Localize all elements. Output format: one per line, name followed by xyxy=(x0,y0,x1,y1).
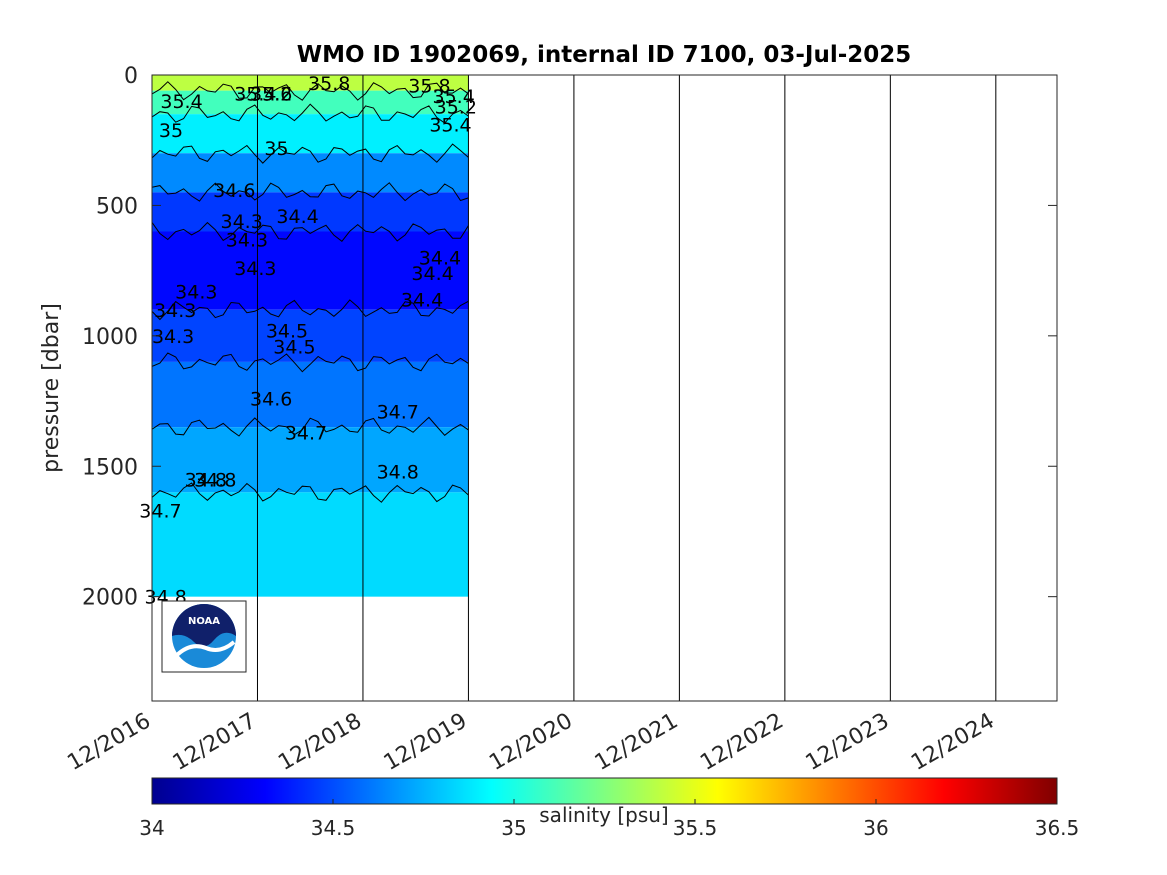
contour-label: 35.8 xyxy=(308,73,350,95)
contour-label: 34.7 xyxy=(139,501,181,523)
colorbar-tick-label: 34 xyxy=(139,816,164,840)
noaa-logo-upper xyxy=(172,604,236,647)
contour-line-2 xyxy=(152,103,469,124)
y-axis: 0 500 1000 1500 2000 xyxy=(82,64,1057,611)
x-axis: 12/2016 12/2017 12/2018 12/2019 12/2020 12/20… xyxy=(63,709,998,776)
contour-label: 34.5 xyxy=(273,336,315,358)
contour-label: 34.3 xyxy=(154,300,196,322)
year-gridlines xyxy=(151,75,997,701)
colorbar xyxy=(151,777,1058,805)
y-tick-label: 2000 xyxy=(82,586,138,611)
colorbar-tick-label: 34.5 xyxy=(311,816,356,840)
salinity-field xyxy=(152,75,469,597)
contour-line-6 xyxy=(152,299,469,321)
contour-label: 34.7 xyxy=(285,422,327,444)
x-tick-label: 12/2017 xyxy=(169,709,261,776)
contour-label: 34.4 xyxy=(401,289,443,311)
plot-frame xyxy=(151,74,1058,702)
contour-label: 35.6 xyxy=(250,83,292,105)
contour-label: 35.4 xyxy=(234,83,276,105)
contour-label: 34.4 xyxy=(276,206,318,228)
x-tick-label: 12/2022 xyxy=(696,709,788,776)
salinity-band-5 xyxy=(152,231,469,310)
x-tick-label: 12/2016 xyxy=(63,709,155,776)
noaa-logo-text: NOAA xyxy=(188,616,220,627)
contour-label: 34.4 xyxy=(411,263,453,285)
contour-label: 35.4 xyxy=(433,86,475,108)
y-tick-label: 0 xyxy=(124,64,138,89)
contour-label: 34.5 xyxy=(266,321,308,343)
salinity-band-1 xyxy=(152,90,469,115)
contour-line-7 xyxy=(152,352,469,373)
contour-label: 35 xyxy=(264,138,288,160)
salinity-band-8 xyxy=(152,427,469,493)
noaa-logo: NOAA xyxy=(161,600,247,673)
contour-label: 34.6 xyxy=(213,180,255,202)
contour-line-9 xyxy=(152,482,469,503)
contour-labels: 34.334.334.334.334.334.334.434.434.434.4… xyxy=(139,73,477,609)
y-tick-label: 1500 xyxy=(82,455,138,480)
contour-label: 34.3 xyxy=(234,258,276,280)
contour-label: 35.4 xyxy=(160,91,202,113)
colorbar-label: salinity [psu] xyxy=(539,803,668,827)
x-tick-label: 12/2024 xyxy=(907,709,999,776)
salinity-band-6 xyxy=(152,309,469,362)
contour-label: 35.2 xyxy=(435,96,477,118)
colorbar-ticks: 34 34.5 35 35.5 36 36.5 xyxy=(139,799,1079,840)
contour-label: 34.6 xyxy=(250,388,292,410)
salinity-band-9 xyxy=(152,492,469,597)
salinity-band-2 xyxy=(152,114,469,154)
contour-label: 34.4 xyxy=(419,248,461,270)
chart-title: WMO ID 1902069, internal ID 7100, 03-Jul… xyxy=(297,42,912,68)
colorbar-tick-label: 35 xyxy=(501,816,526,840)
contour-line-8 xyxy=(152,416,469,437)
contour-label: 34.3 xyxy=(220,211,262,233)
colorbar-tick-label: 36.5 xyxy=(1035,816,1080,840)
contour-line-1 xyxy=(152,81,469,101)
x-tick-label: 12/2019 xyxy=(380,709,472,776)
y-axis-label: pressure [dbar] xyxy=(39,303,64,473)
x-tick-label: 12/2018 xyxy=(274,709,366,776)
colorbar-tick-label: 35.5 xyxy=(673,816,718,840)
contour-label: 34.8 xyxy=(185,469,227,491)
y-tick-label: 1000 xyxy=(82,325,138,350)
x-tick-label: 12/2023 xyxy=(802,709,894,776)
contour-line-3 xyxy=(152,143,469,164)
contour-label: 34.8 xyxy=(194,469,236,491)
contour-label: 35.8 xyxy=(408,75,450,97)
contour-line-5 xyxy=(152,221,469,242)
contour-label: 34.3 xyxy=(175,281,217,303)
contour-label: 35.2 xyxy=(250,83,292,105)
salinity-band-7 xyxy=(152,361,469,428)
contour-line-4 xyxy=(152,182,469,202)
contour-label: 34.3 xyxy=(152,326,194,348)
x-tick-label: 12/2020 xyxy=(485,709,577,776)
salinity-band-3 xyxy=(152,153,469,193)
y-tick-label: 500 xyxy=(96,194,138,219)
noaa-logo-bird xyxy=(174,640,236,658)
contour-label: 34.8 xyxy=(377,461,419,483)
x-tick-label: 12/2021 xyxy=(591,709,683,776)
contour-label: 34.3 xyxy=(226,229,268,251)
colorbar-tick-label: 36 xyxy=(863,816,888,840)
contour-label: 35 xyxy=(159,120,183,142)
contour-label: 34.7 xyxy=(377,401,419,423)
contour-label: 35.4 xyxy=(429,115,471,137)
